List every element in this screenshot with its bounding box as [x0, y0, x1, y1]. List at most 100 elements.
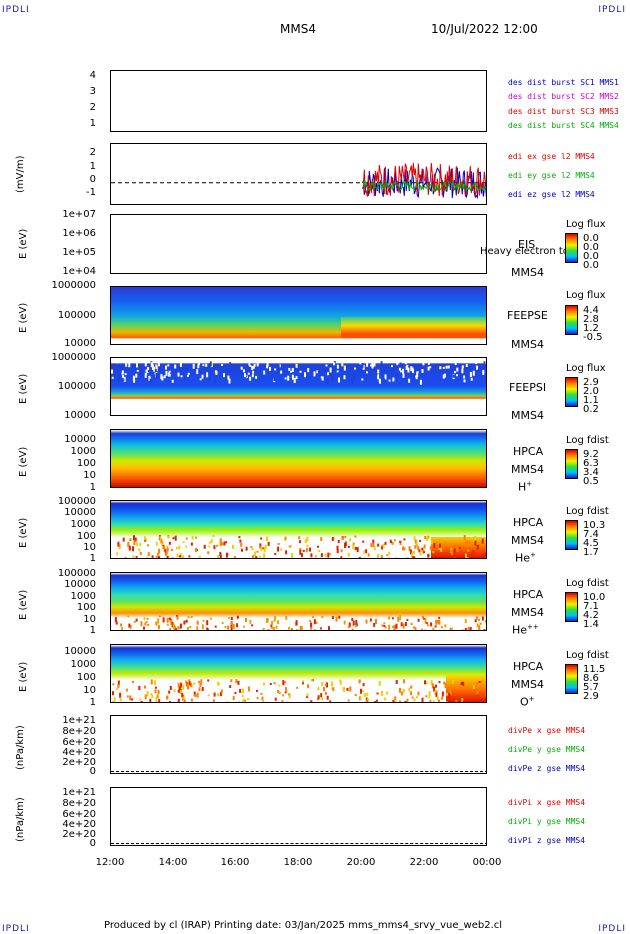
spectrogram-pixel	[418, 364, 421, 367]
spectrogram-pixel	[317, 545, 319, 548]
spectrogram-pixel	[239, 539, 242, 543]
spectrogram-pixel	[479, 622, 482, 625]
spectrogram-pixel	[439, 543, 441, 548]
y-tick: -1	[86, 187, 96, 198]
spectrogram-pixel	[208, 371, 211, 375]
spectrogram-pixel	[214, 625, 217, 628]
spectrogram-pixel	[217, 693, 220, 697]
spectrogram-pixel	[461, 368, 464, 374]
spectrogram-pixel	[472, 685, 475, 689]
spectrogram-pixel	[372, 539, 375, 544]
panel8-ylabel: E (eV)	[18, 589, 29, 620]
spectrogram-pixel	[169, 628, 172, 630]
spectrogram-pixel	[219, 538, 222, 541]
spectrogram-pixel	[221, 622, 224, 624]
spectrogram-pixel	[443, 629, 446, 630]
spectrogram-pixel	[238, 701, 241, 702]
spectrogram-pixel	[267, 541, 270, 546]
spectrogram-pixel	[183, 699, 186, 702]
spectrogram-pixel	[349, 686, 352, 692]
spectrogram-pixel	[271, 626, 274, 630]
spectrogram-pixel	[174, 364, 177, 369]
spectrogram-pixel	[432, 551, 435, 554]
spectrogram-pixel	[184, 376, 187, 380]
spectrogram-pixel	[158, 556, 161, 558]
spectrogram-pixel	[166, 547, 169, 552]
spectrogram-pixel	[186, 374, 189, 377]
spectrogram-pixel	[160, 374, 163, 380]
spectrogram-pixel	[421, 697, 424, 702]
spectrogram-pixel	[285, 615, 288, 620]
colorbar-value: 7.1	[583, 601, 599, 612]
spectrogram-pixel	[447, 365, 450, 369]
colorbar-value: 4.2	[583, 610, 599, 621]
spectrogram-pixel	[291, 553, 294, 558]
spectrogram-pixel	[299, 626, 302, 630]
spectrogram-pixel	[155, 621, 158, 624]
spectrogram-pixel	[157, 361, 160, 367]
spectrogram-pixel	[263, 553, 266, 558]
legend-entry: divPi y gse MMS4	[508, 817, 586, 826]
spectrogram-pixel	[217, 555, 220, 558]
spectrogram-pixel	[282, 694, 285, 697]
spectrogram-pixel	[146, 556, 149, 558]
spectrogram-pixel	[406, 364, 409, 370]
spectrogram-pixel	[467, 549, 470, 552]
spectrogram-pixel	[171, 379, 174, 383]
spectrogram-pixel	[115, 687, 118, 690]
panel-hpca-oxygen-spectrogram	[110, 644, 487, 703]
spectrogram-pixel	[316, 698, 319, 701]
spectrogram-pixel	[138, 548, 141, 552]
spectrogram-pixel	[341, 363, 344, 367]
y-tick: 8e+20	[62, 726, 96, 737]
spectrogram-pixel	[348, 622, 351, 628]
spectrogram-pixel	[159, 536, 162, 540]
spectrogram-pixel	[117, 541, 120, 547]
spectrogram-pixel	[166, 695, 169, 700]
spectrogram-pixel	[441, 691, 444, 697]
spectrogram-pixel	[419, 552, 422, 556]
spectrogram-pixel	[393, 539, 396, 542]
spectrogram-pixel	[371, 363, 374, 368]
spectrogram-pixel	[469, 627, 472, 630]
colorbar-title: Log fdist	[566, 650, 609, 661]
spectrogram-pixel	[277, 546, 280, 552]
y-tick: 1000000	[51, 352, 96, 363]
spectrogram-pixel	[424, 620, 427, 622]
species-label: He++	[512, 623, 539, 637]
spectrogram-pixel	[434, 625, 437, 628]
spectrogram-pixel	[168, 690, 171, 694]
spectrogram-pixel	[194, 694, 197, 697]
spectrogram-pixel	[205, 363, 208, 367]
spectrogram-pixel	[134, 537, 137, 542]
spectrogram-pixel	[145, 620, 148, 623]
y-tick: 10	[83, 542, 96, 553]
spectrogram-pixel	[332, 687, 335, 692]
spectrogram-pixel	[277, 543, 280, 545]
spectrogram-pixel	[295, 620, 298, 626]
spectrogram-pixel	[377, 369, 380, 374]
colorbar-title: Log fdist	[566, 578, 609, 589]
spectrogram-pixel	[132, 375, 135, 381]
spacecraft-label: MMS4	[511, 463, 544, 476]
spectrogram-pixel	[320, 376, 323, 379]
spectrogram-pixel	[404, 622, 407, 626]
spectrogram-pixel	[127, 615, 130, 618]
spectrogram-pixel	[456, 367, 459, 372]
spectrogram-pixel	[179, 556, 182, 558]
edi-ez-series	[361, 167, 486, 200]
spectrogram-pixel	[336, 364, 339, 369]
spectrogram-pixel	[179, 553, 182, 558]
spectrogram-pixel	[112, 701, 115, 702]
spectrogram-pixel	[217, 681, 219, 686]
spectrogram-pixel	[155, 366, 158, 372]
spectrogram-pixel	[304, 539, 307, 543]
spectrogram-pixel	[184, 367, 187, 372]
spectrogram-pixel	[121, 370, 124, 374]
colorbar-value: 9.2	[583, 449, 599, 460]
panel-feeps-electron-spectrogram	[110, 286, 487, 345]
spectrogram-pixel	[306, 696, 309, 698]
spectrogram-pixel	[402, 546, 404, 551]
spectrogram-pixel	[454, 556, 457, 558]
y-tick: 4e+20	[62, 747, 96, 758]
